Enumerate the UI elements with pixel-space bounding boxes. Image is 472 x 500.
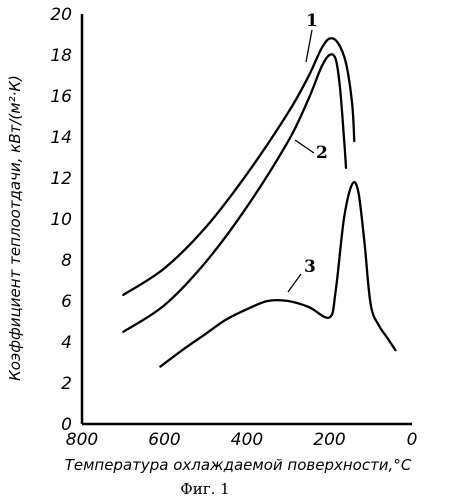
series-2-label: 2	[316, 143, 328, 163]
figure-caption: Фиг. 1	[180, 480, 229, 498]
x-tick-labels: 800 600 400 200 0	[66, 430, 418, 450]
series-1-leader	[305, 29, 313, 63]
x-axis-label: Температура охлаждаемой поверхности,°С	[65, 456, 412, 474]
x-tick-label: 800	[66, 430, 98, 450]
y-axis-label: Коэффициент теплоотдачи, кВт/(м²·К)	[6, 75, 24, 381]
series-3-leader	[287, 273, 302, 293]
y-tick-labels: 0 2 4 6 8 10 12 14 16 18 20	[50, 5, 72, 435]
y-tick-label: 18	[50, 46, 72, 66]
y-tick-label: 12	[50, 169, 72, 189]
series-1-label: 1	[306, 11, 318, 31]
y-tick-label: 20	[50, 5, 72, 25]
x-tick-label: 400	[231, 430, 263, 450]
y-tick-label: 4	[61, 333, 72, 353]
x-tick-label: 200	[313, 430, 345, 450]
x-tick-label: 0	[407, 430, 418, 450]
series-2-line	[122, 53, 348, 333]
series-2-leader	[294, 139, 315, 154]
y-tick-label: 8	[61, 251, 72, 271]
series-labels: 1 2 3	[287, 11, 328, 293]
series-3-line	[159, 181, 397, 368]
y-tick-label: 16	[50, 87, 72, 107]
y-tick-label: 10	[50, 210, 72, 230]
plot-axes	[80, 14, 412, 426]
y-tick-label: 6	[61, 292, 72, 312]
y-tick-label: 14	[50, 128, 72, 148]
series-3-label: 3	[304, 257, 316, 277]
x-tick-label: 600	[148, 430, 180, 450]
series-1-line	[122, 37, 356, 297]
series-curves	[122, 37, 397, 368]
y-tick-label: 2	[61, 374, 72, 394]
y-tick-label: 0	[61, 415, 72, 435]
